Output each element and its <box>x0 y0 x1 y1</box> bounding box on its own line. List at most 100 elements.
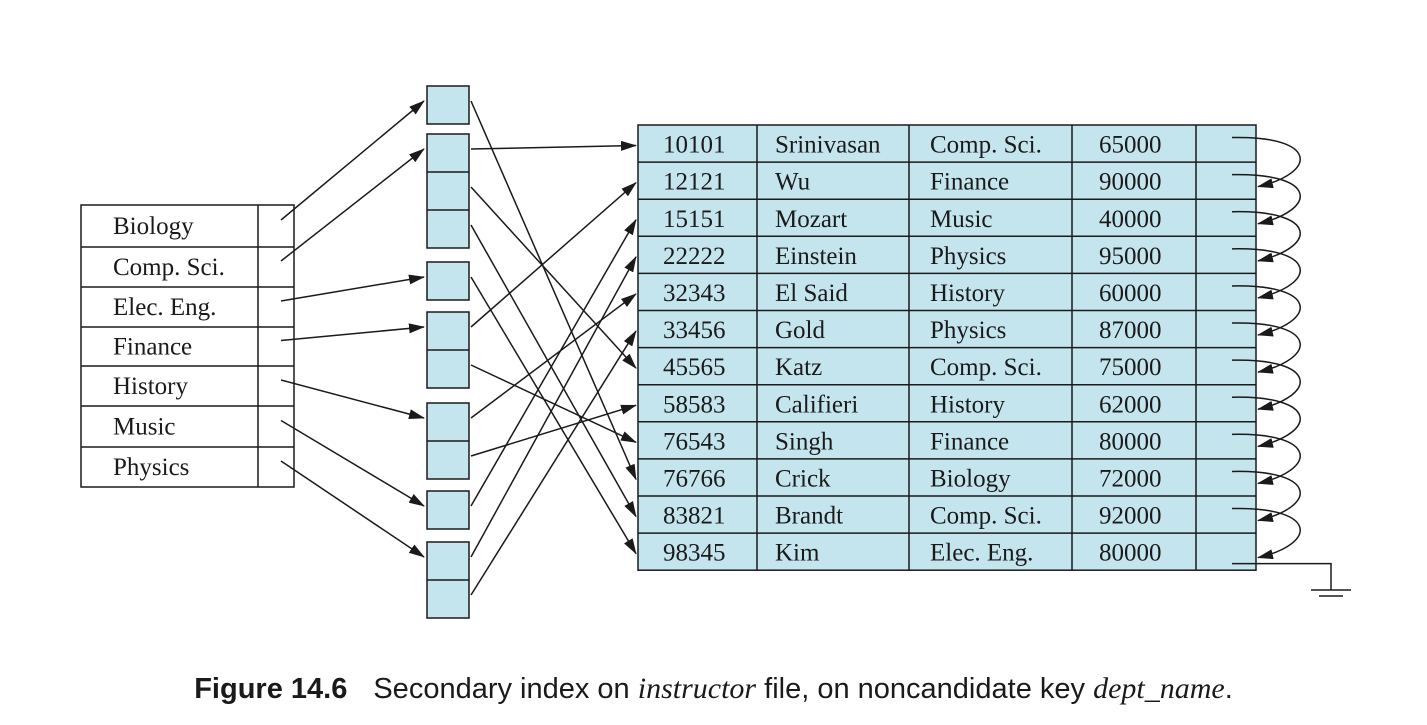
chain-pointer <box>1231 507 1301 560</box>
index-pointer-comp-sci <box>280 148 425 262</box>
record-32343: 32343 El Said History 60000 <box>663 280 1162 307</box>
chain-pointer <box>1231 470 1301 523</box>
record-id: 98345 <box>663 540 726 567</box>
index-pointer-history <box>280 379 425 419</box>
record-name: Srinivasan <box>775 132 881 159</box>
index-key-comp-sci: Comp. Sci. <box>113 254 225 281</box>
record-dept: Elec. Eng. <box>930 540 1033 567</box>
index-key-physics: Physics <box>113 454 189 481</box>
record-id: 76766 <box>663 465 726 492</box>
record-dept: Music <box>930 206 993 233</box>
record-id: 33456 <box>663 317 726 344</box>
record-name: Kim <box>775 540 820 567</box>
chain-pointer <box>1231 359 1301 411</box>
null-pointer-ground <box>1232 562 1351 597</box>
figure-caption: Figure 14.6 Secondary index on instructor… <box>0 672 1427 706</box>
record-98345: 98345 Kim Elec. Eng. 80000 <box>663 540 1162 567</box>
record-id: 58583 <box>663 391 726 418</box>
index-key-biology: Biology <box>113 213 194 240</box>
bucket-pointer-76766 <box>470 100 637 481</box>
figure-label: Figure 14.6 <box>194 673 348 705</box>
bucket-body <box>426 133 470 249</box>
record-name: El Said <box>775 280 848 307</box>
index-pointer-finance <box>280 323 425 342</box>
index-pointer-elec-eng <box>280 274 425 302</box>
index-pointer-music <box>280 419 425 507</box>
index-pointer-biology <box>280 100 425 221</box>
record-id: 12121 <box>663 169 726 196</box>
bucket-pointer-32343 <box>470 293 637 419</box>
record-id: 15151 <box>663 206 726 233</box>
record-15151: 15151 Mozart Music 40000 <box>663 206 1162 233</box>
bucket-body <box>426 261 470 301</box>
record-salary: 40000 <box>1099 206 1162 233</box>
record-name: Califieri <box>775 391 858 418</box>
record-salary: 80000 <box>1099 540 1162 567</box>
bucket-history <box>426 402 470 480</box>
index-key-finance: Finance <box>113 334 192 361</box>
buckets <box>426 85 470 619</box>
chain-pointer <box>1231 396 1301 448</box>
record-name: Crick <box>775 465 831 492</box>
caption-text-3: . <box>1224 673 1233 705</box>
record-12121: 12121 Wu Finance 90000 <box>663 169 1162 196</box>
record-76543: 76543 Singh Finance 80000 <box>663 428 1162 455</box>
index-key-music: Music <box>113 414 176 441</box>
caption-text-1: Secondary index on <box>373 673 638 705</box>
bucket-biology <box>426 85 470 125</box>
record-dept: History <box>930 280 1006 307</box>
record-name: Einstein <box>775 243 857 270</box>
bucket-pointer-10101 <box>470 140 637 151</box>
bucket-pointer-12121 <box>470 181 637 328</box>
record-dept: Physics <box>930 317 1006 344</box>
record-salary: 65000 <box>1099 132 1162 159</box>
record-dept: Comp. Sci. <box>930 354 1042 381</box>
instructor-file: 10101 Srinivasan Comp. Sci. 65000 12121 Wu Fin… <box>637 124 1257 571</box>
record-salary: 72000 <box>1099 465 1162 492</box>
bucket-pointer-58583 <box>470 404 637 457</box>
record-dept: History <box>930 391 1006 418</box>
pointers <box>280 100 1301 596</box>
record-id: 83821 <box>663 503 726 530</box>
record-dept: Comp. Sci. <box>930 132 1042 159</box>
record-salary: 95000 <box>1099 243 1162 270</box>
null-pointer-line <box>1232 562 1332 590</box>
record-id: 45565 <box>663 354 726 381</box>
record-dept: Biology <box>930 465 1011 492</box>
index-pointer-physics <box>280 460 425 558</box>
record-id: 22222 <box>663 243 726 270</box>
record-dept: Finance <box>930 428 1009 455</box>
record-33456: 33456 Gold Physics 87000 <box>663 317 1162 344</box>
record-dept: Comp. Sci. <box>930 503 1042 530</box>
record-salary: 75000 <box>1099 354 1162 381</box>
bucket-elec-eng <box>426 261 470 301</box>
bucket-music <box>426 490 470 530</box>
bucket-body <box>426 490 470 530</box>
bucket-body <box>426 85 470 125</box>
caption-italic-2: dept_name <box>1093 672 1225 705</box>
chain-pointer <box>1231 285 1301 337</box>
caption-italic-1: instructor <box>637 672 757 705</box>
chain-pointer <box>1231 136 1301 189</box>
chain-pointer <box>1231 210 1301 263</box>
bucket-finance <box>426 311 470 389</box>
record-id: 10101 <box>663 132 726 159</box>
chain-pointer <box>1231 322 1301 374</box>
bucket-physics <box>426 541 470 619</box>
record-name: Brandt <box>775 503 843 530</box>
index-key-history: History <box>113 373 189 400</box>
index-frame <box>80 204 295 488</box>
bucket-pointer-76543 <box>470 364 637 444</box>
chain-pointer <box>1231 248 1301 300</box>
bucket-comp-sci <box>426 133 470 249</box>
bucket-pointer-98345 <box>470 276 637 555</box>
record-83821: 83821 Brandt Comp. Sci. 92000 <box>663 503 1162 530</box>
bucket-pointer-33456 <box>470 330 637 596</box>
record-dept: Finance <box>930 169 1009 196</box>
chain-pointer <box>1231 433 1301 485</box>
record-45565: 45565 Katz Comp. Sci. 75000 <box>663 354 1162 381</box>
record-58583: 58583 Califieri History 62000 <box>663 391 1162 418</box>
record-dept: Physics <box>930 243 1006 270</box>
record-name: Gold <box>775 317 826 344</box>
